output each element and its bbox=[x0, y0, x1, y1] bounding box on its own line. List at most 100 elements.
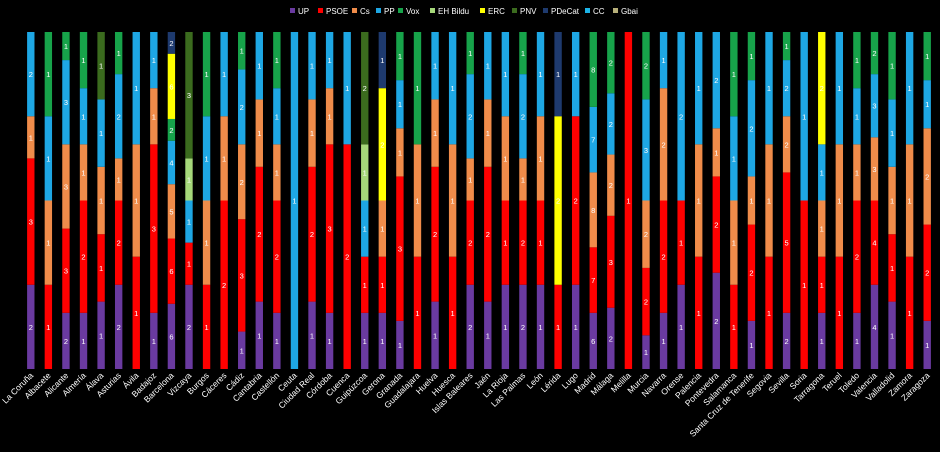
data-label-cantabria-pp: 1 bbox=[257, 62, 261, 71]
data-label-islas-baleares-psoe: 2 bbox=[468, 239, 472, 248]
bar-segment-alava-cs bbox=[97, 166, 105, 235]
data-label-madrid-cs: 8 bbox=[591, 206, 595, 215]
bar-segment-murcia-pp bbox=[642, 99, 650, 201]
bar-segment-la-coruna-pp bbox=[27, 32, 35, 117]
data-label-badajoz-up: 1 bbox=[152, 337, 156, 346]
data-label-leon-psoe: 1 bbox=[538, 239, 542, 248]
bar-segment-jaen-up bbox=[484, 301, 492, 369]
bar-segment-valencia-vox bbox=[870, 32, 879, 75]
data-label-gerona-psoe: 1 bbox=[380, 281, 384, 290]
data-label-tarragona-pp: 1 bbox=[820, 168, 824, 177]
bar-segment-asturias-vox bbox=[114, 32, 123, 75]
bar-segment-lerida-psoe bbox=[554, 284, 562, 369]
data-label-santa-cruz-de-tenerife-cs: 1 bbox=[749, 197, 753, 206]
data-label-navarra-psoe: 2 bbox=[661, 253, 665, 262]
data-label-asturias-pp: 2 bbox=[117, 112, 121, 121]
bar-segment-la-coruna-psoe bbox=[27, 158, 35, 285]
data-label-islas-baleares-pp: 2 bbox=[468, 112, 472, 121]
data-label-lerida-psoe: 1 bbox=[556, 323, 560, 332]
data-label-jaen-up: 1 bbox=[486, 331, 490, 340]
bar-segment-cantabria-up bbox=[255, 301, 263, 369]
data-label-caceres-cs: 1 bbox=[222, 154, 226, 163]
bar-segment-toledo-vox bbox=[853, 32, 861, 89]
bar-segment-toledo-cs bbox=[853, 144, 861, 201]
data-label-gerona-erc: 2 bbox=[380, 140, 384, 149]
data-label-valencia-up: 4 bbox=[872, 323, 876, 332]
bar-segment-salamanca-psoe bbox=[730, 284, 738, 369]
bar-segment-sevilla-up bbox=[782, 312, 791, 369]
data-label-orense-pp: 2 bbox=[679, 112, 683, 121]
bar-segment-guadalajara-vox bbox=[413, 32, 422, 145]
legend-label-pp: PP bbox=[384, 7, 395, 16]
data-label-las-palmas-vox: 1 bbox=[521, 49, 525, 58]
data-label-pontevedra-up: 2 bbox=[714, 317, 718, 326]
data-label-huesca-psoe: 1 bbox=[451, 309, 455, 318]
data-label-burgos-psoe: 1 bbox=[204, 323, 208, 332]
legend-label-eh-bildu: EH Bildu bbox=[438, 7, 469, 16]
bar-segment-las-palmas-pp bbox=[519, 74, 527, 159]
bar-segment-pontevedra-psoe bbox=[712, 176, 720, 273]
data-label-malaga-up: 2 bbox=[609, 334, 613, 343]
bar-segment-murcia-cs bbox=[642, 200, 650, 268]
bar-segment-sevilla-pp bbox=[782, 60, 791, 117]
data-label-caceres-pp: 1 bbox=[222, 70, 226, 79]
bar-segment-tarragona-up bbox=[818, 312, 826, 369]
legend-swatch-vox bbox=[398, 8, 403, 13]
data-label-valencia-psoe: 4 bbox=[872, 239, 876, 248]
bar-segment-zaragoza-psoe bbox=[923, 224, 931, 321]
bar-segment-la-rioja-psoe bbox=[501, 200, 510, 285]
data-label-orense-psoe: 1 bbox=[679, 239, 683, 248]
data-label-barcelona-pdecat: 2 bbox=[169, 39, 173, 48]
data-label-zaragoza-vox: 1 bbox=[925, 52, 929, 61]
bar-segment-toledo-pp bbox=[853, 88, 861, 145]
bar-segment-cantabria-cs bbox=[255, 99, 263, 167]
data-label-gerona-pdecat: 1 bbox=[380, 56, 384, 65]
data-label-albacete-psoe: 1 bbox=[46, 323, 50, 332]
data-label-granada-cs: 1 bbox=[398, 148, 402, 157]
bar-segment-murcia-vox bbox=[642, 32, 650, 100]
bar-segment-alava-up bbox=[97, 301, 105, 369]
bar-segment-alava-pp bbox=[97, 99, 105, 167]
bar-segment-orense-pp bbox=[677, 32, 685, 201]
data-label-pontevedra-pp: 2 bbox=[714, 76, 718, 85]
bar-segment-alicante-cs bbox=[62, 144, 70, 229]
bar-segment-avila-psoe bbox=[132, 256, 140, 369]
legend-swatch-up bbox=[290, 8, 295, 13]
data-label-sevilla-vox: 1 bbox=[785, 42, 789, 51]
data-label-cordoba-pp: 1 bbox=[328, 56, 332, 65]
bar-segment-alicante-pp bbox=[62, 60, 70, 145]
bar-segment-valencia-pp bbox=[870, 74, 879, 138]
bar-segment-malaga-psoe bbox=[607, 215, 615, 308]
bar-segment-zamora-cs bbox=[905, 144, 914, 257]
data-label-valencia-cs: 3 bbox=[872, 165, 876, 174]
data-label-cordoba-cs: 1 bbox=[328, 112, 332, 121]
bar-segment-alava-pnv bbox=[97, 32, 105, 100]
bar-segment-valladolid-cs bbox=[888, 166, 896, 235]
bar-segment-almeria-pp bbox=[79, 88, 88, 145]
data-label-huelva-pp: 1 bbox=[433, 62, 437, 71]
bar-segment-las-palmas-cs bbox=[519, 158, 527, 201]
data-label-cadiz-psoe: 3 bbox=[240, 271, 244, 280]
bar-segment-soria-pp bbox=[800, 32, 808, 201]
data-label-tarragona-psoe: 1 bbox=[820, 281, 824, 290]
bar-segment-albacete-pp bbox=[44, 116, 53, 201]
bar-segment-barcelona-vox bbox=[167, 118, 176, 141]
data-label-valencia-pp: 3 bbox=[872, 102, 876, 111]
data-label-guipuzcoa-pnv: 2 bbox=[363, 84, 367, 93]
bar-segment-avila-pp bbox=[132, 32, 140, 145]
legend-swatch-cc bbox=[585, 8, 590, 13]
bar-segment-salamanca-vox bbox=[730, 32, 738, 117]
data-label-la-rioja-pp: 1 bbox=[503, 70, 507, 79]
data-label-la-coruna-up: 2 bbox=[29, 323, 33, 332]
data-label-valladolid-cs: 1 bbox=[890, 197, 894, 206]
data-label-avila-cs: 1 bbox=[134, 197, 138, 206]
data-label-las-palmas-psoe: 2 bbox=[521, 239, 525, 248]
x-tick-label-lerida: Lérida bbox=[539, 370, 563, 394]
bar-segment-lerida-pdecat bbox=[554, 32, 562, 117]
data-label-pontevedra-cs: 1 bbox=[714, 148, 718, 157]
bar-segment-almeria-cs bbox=[79, 144, 88, 201]
bar-segment-zaragoza-vox bbox=[923, 32, 931, 81]
bar-segment-burgos-cs bbox=[202, 200, 211, 285]
bar-segment-valladolid-up bbox=[888, 301, 896, 369]
bar-segment-ciudad-real-up bbox=[308, 301, 316, 369]
